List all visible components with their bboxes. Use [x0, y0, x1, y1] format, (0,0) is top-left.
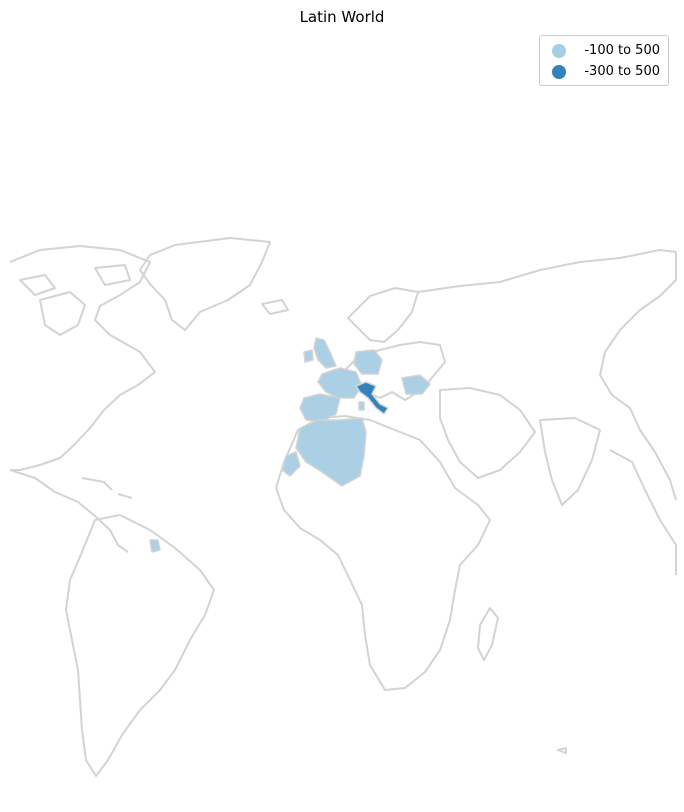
land-greenland — [139, 237, 271, 331]
legend-marker-icon — [552, 64, 567, 79]
country-ireland[interactable] — [303, 349, 314, 363]
country-united-kingdom[interactable] — [313, 337, 337, 369]
land-iceland — [261, 299, 289, 315]
land-india — [539, 417, 601, 506]
land-scandinavia — [347, 287, 419, 343]
highlighted-countries — [149, 337, 431, 553]
legend-label: -100 to 500 — [584, 43, 660, 58]
land-south-america — [65, 514, 215, 777]
country-sardinia[interactable] — [358, 401, 365, 411]
legend-entry: -300 to 500 — [548, 61, 660, 82]
land-arctic-islands — [19, 264, 131, 296]
land-madagascar — [477, 607, 499, 661]
land-south-islands — [557, 747, 567, 754]
country-western-sahara[interactable] — [281, 451, 301, 477]
country-germany[interactable] — [353, 349, 383, 375]
land-north-america — [9, 245, 156, 471]
land-caribbean — [81, 477, 133, 499]
land-middle-east — [439, 387, 536, 479]
country-algeria-morocco[interactable] — [295, 417, 367, 487]
legend-marker-icon — [552, 43, 567, 58]
country-italy[interactable] — [355, 381, 389, 415]
land-asia — [417, 249, 677, 501]
map-title: Latin World — [299, 8, 385, 26]
land-hudson — [39, 291, 86, 336]
country-french-guiana[interactable] — [149, 539, 161, 553]
map-legend: -100 to 500 -300 to 500 — [539, 35, 669, 86]
country-france[interactable] — [317, 367, 363, 399]
land-central-america — [9, 469, 129, 553]
legend-entry: -100 to 500 — [548, 40, 660, 61]
legend-label: -300 to 500 — [584, 64, 660, 79]
land-southeast-asia — [609, 449, 677, 575]
country-romania[interactable] — [401, 374, 431, 395]
country-spain-portugal[interactable] — [299, 393, 341, 423]
land-outlines — [9, 237, 677, 777]
land-africa — [275, 415, 491, 691]
